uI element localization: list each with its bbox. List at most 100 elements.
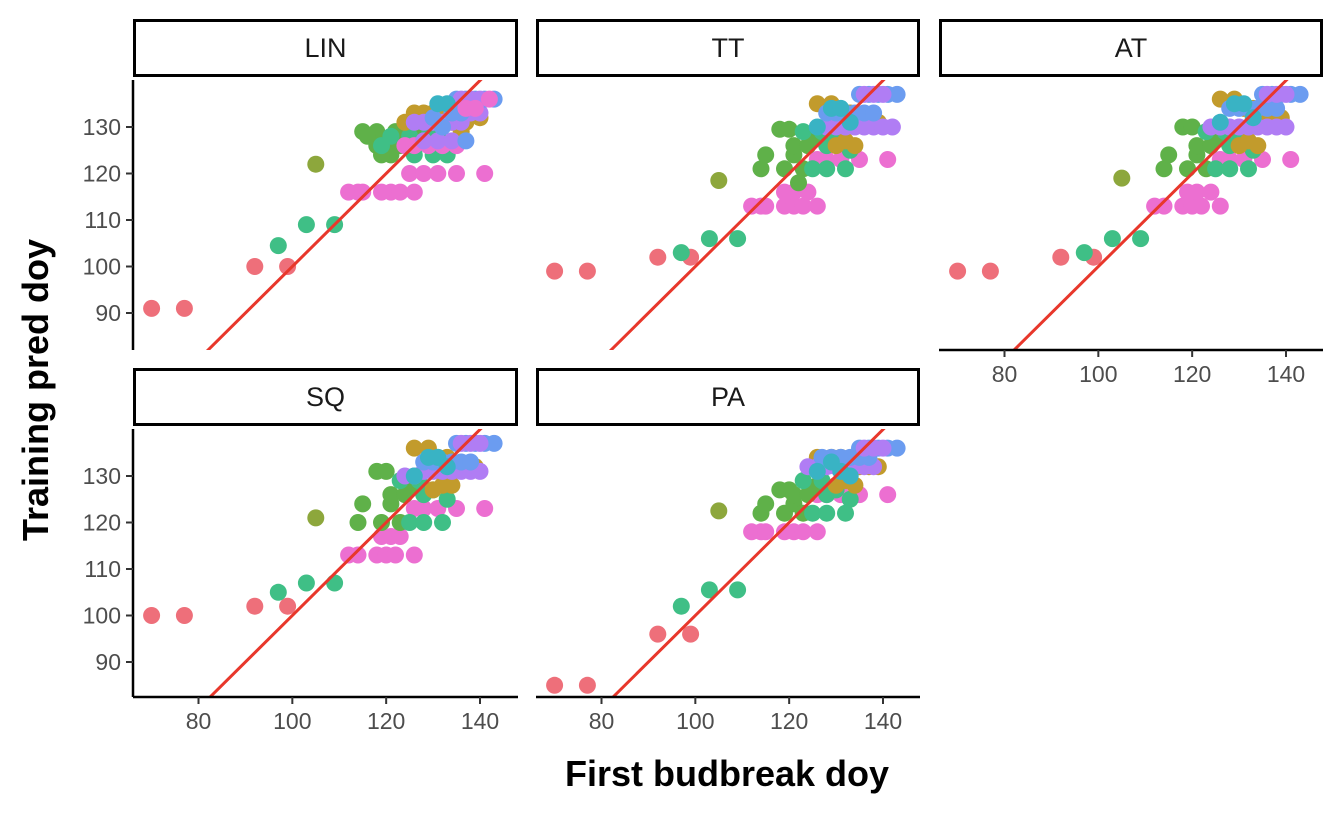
data-point	[1155, 160, 1173, 178]
data-point	[326, 574, 344, 592]
data-point	[415, 132, 433, 150]
data-point	[1075, 244, 1093, 262]
y-axis-title: Training pred doy	[15, 239, 56, 541]
panel-lin: LIN 90 100 110 120 130	[83, 19, 518, 350]
data-point	[1188, 183, 1206, 201]
data-point	[808, 118, 826, 136]
data-point	[1193, 197, 1210, 215]
data-point	[438, 490, 456, 508]
data-point	[1132, 230, 1150, 248]
data-point	[405, 183, 423, 201]
data-point	[794, 523, 812, 541]
data-point	[776, 160, 793, 178]
y-tick-label: 110	[84, 207, 121, 233]
reference-line	[207, 429, 483, 697]
data-point	[476, 500, 494, 517]
data-point	[752, 160, 770, 178]
data-point	[804, 504, 822, 522]
data-point	[710, 502, 728, 520]
data-point	[1221, 160, 1239, 178]
data-point	[546, 676, 564, 694]
facet-strip-label: SQ	[306, 382, 345, 412]
data-point	[837, 160, 854, 178]
y-tick-label: 120	[83, 161, 121, 187]
point-group	[546, 85, 906, 280]
data-point	[297, 216, 315, 234]
data-point	[780, 120, 798, 138]
data-point	[757, 146, 775, 164]
data-point	[1202, 183, 1220, 201]
data-point	[794, 123, 812, 141]
x-tick-label: 140	[1267, 361, 1305, 387]
data-point	[682, 625, 700, 643]
point-group	[949, 85, 1309, 280]
data-point	[808, 462, 826, 480]
data-point	[415, 500, 433, 517]
data-point	[818, 160, 836, 178]
data-point	[279, 597, 297, 615]
facet-strip-label: TT	[712, 33, 745, 63]
data-point	[405, 439, 423, 457]
x-tick-label: 120	[367, 708, 405, 734]
data-point	[377, 462, 395, 480]
data-point	[841, 490, 859, 508]
data-point	[401, 165, 419, 182]
data-point	[438, 95, 456, 113]
data-point	[1155, 197, 1173, 215]
data-point	[175, 299, 193, 317]
facet-strip-label: AT	[1115, 33, 1148, 63]
data-point	[949, 262, 967, 280]
data-point	[349, 546, 367, 564]
data-point	[1160, 146, 1178, 164]
data-point	[415, 165, 433, 182]
data-point	[578, 262, 596, 280]
point-group	[546, 439, 906, 694]
x-tick-label: 120	[770, 708, 808, 734]
data-point	[1052, 248, 1070, 266]
data-point	[476, 165, 494, 182]
data-point	[1240, 160, 1257, 178]
data-point	[307, 155, 325, 173]
data-point	[1103, 230, 1121, 248]
data-point	[358, 127, 376, 145]
data-point	[1211, 197, 1229, 215]
data-point	[729, 581, 747, 599]
data-point	[1183, 118, 1201, 136]
data-point	[785, 486, 803, 504]
reference-line	[205, 80, 483, 350]
data-point	[578, 676, 596, 694]
data-point	[874, 85, 892, 103]
data-point	[448, 165, 465, 182]
data-point	[808, 523, 826, 541]
facet-strip	[133, 368, 518, 426]
x-tick-label: 120	[1173, 361, 1211, 387]
data-point	[405, 467, 423, 485]
data-point	[457, 132, 475, 150]
data-point	[785, 137, 803, 155]
data-point	[143, 299, 161, 317]
data-point	[832, 99, 850, 117]
data-point	[1268, 99, 1286, 117]
data-point	[1291, 85, 1309, 103]
data-point	[757, 523, 775, 541]
data-point	[729, 230, 747, 248]
data-point	[1277, 118, 1295, 136]
data-point	[883, 118, 901, 136]
data-point	[175, 607, 193, 624]
data-point	[649, 625, 667, 643]
y-tick-label: 100	[83, 603, 121, 629]
data-point	[546, 262, 564, 280]
data-point	[485, 434, 503, 452]
data-point	[438, 458, 456, 476]
y-tick-label: 130	[83, 463, 121, 489]
data-point	[846, 137, 864, 155]
data-point	[462, 453, 480, 471]
data-point	[269, 583, 287, 601]
data-point	[279, 258, 297, 275]
data-point	[790, 174, 807, 192]
data-point	[818, 504, 836, 522]
facet-strip-label: LIN	[304, 33, 346, 63]
data-point	[1277, 85, 1295, 103]
data-point	[297, 574, 315, 592]
